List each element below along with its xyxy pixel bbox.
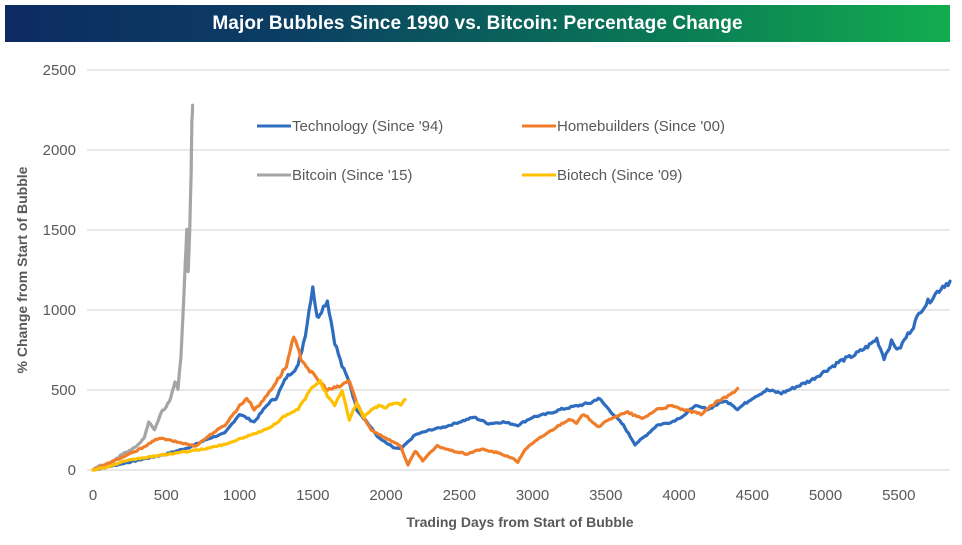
gridlines bbox=[87, 69, 950, 471]
legend-label: Bitcoin (Since '15) bbox=[292, 167, 412, 184]
x-tick-labels: 0 500 1000 1500 2000 2500 3000 3500 4000 4500 5000… bbox=[89, 487, 916, 504]
y-tick-label: 2500 bbox=[43, 62, 76, 79]
series-lines bbox=[91, 103, 952, 472]
y-axis-title: % Change from Start of Bubble bbox=[14, 166, 30, 373]
legend-item: Homebuilders (Since '00) bbox=[522, 118, 725, 135]
x-tick-label: 1000 bbox=[223, 487, 256, 504]
legend-item: Biotech (Since '09) bbox=[522, 167, 682, 184]
x-tick-label: 5500 bbox=[882, 487, 915, 504]
x-tick-label: 4000 bbox=[662, 487, 695, 504]
y-tick-label: 1500 bbox=[43, 222, 76, 239]
x-axis-title: Trading Days from Start of Bubble bbox=[406, 514, 633, 530]
y-tick-label: 500 bbox=[51, 382, 76, 399]
y-tick-label: 1000 bbox=[43, 302, 76, 319]
x-tick-label: 3500 bbox=[589, 487, 622, 504]
legend-label: Technology (Since '94) bbox=[292, 118, 443, 135]
y-tick-label: 2000 bbox=[43, 142, 76, 159]
y-tick-labels: 0 500 1000 1500 2000 2500 bbox=[43, 62, 76, 479]
legend-item: Technology (Since '94) bbox=[257, 118, 443, 135]
x-tick-label: 0 bbox=[89, 487, 97, 504]
series-line-bitcoin bbox=[91, 103, 195, 472]
x-tick-label: 2500 bbox=[443, 487, 476, 504]
legend: Technology (Since '94) Homebuilders (Sinc… bbox=[257, 118, 725, 184]
x-tick-label: 3000 bbox=[516, 487, 549, 504]
legend-item: Bitcoin (Since '15) bbox=[257, 167, 412, 184]
x-tick-label: 5000 bbox=[809, 487, 842, 504]
legend-label: Homebuilders (Since '00) bbox=[557, 118, 725, 135]
x-tick-label: 2000 bbox=[369, 487, 402, 504]
x-tick-label: 4500 bbox=[736, 487, 769, 504]
series-line-biotech bbox=[91, 378, 407, 472]
series-line-homebuilders bbox=[91, 335, 740, 472]
chart-title-bar: Major Bubbles Since 1990 vs. Bitcoin: Pe… bbox=[5, 5, 950, 42]
y-tick-label: 0 bbox=[68, 462, 76, 479]
x-tick-label: 1500 bbox=[296, 487, 329, 504]
series-line-technology bbox=[91, 279, 952, 472]
chart-title: Major Bubbles Since 1990 vs. Bitcoin: Pe… bbox=[212, 12, 743, 34]
x-tick-label: 500 bbox=[154, 487, 179, 504]
legend-label: Biotech (Since '09) bbox=[557, 167, 682, 184]
